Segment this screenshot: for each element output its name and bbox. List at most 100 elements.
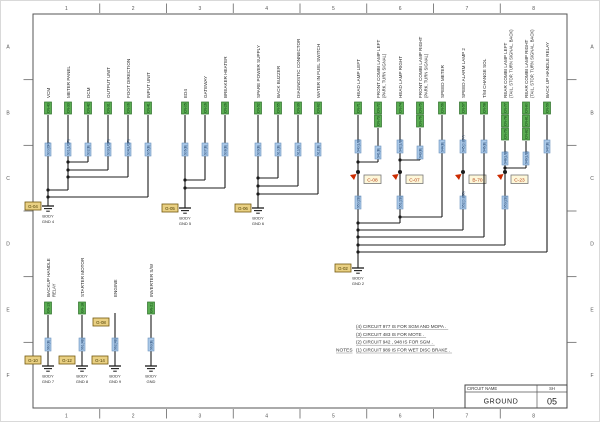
- connector-box: [294, 101, 302, 115]
- grid-row-letter: B: [6, 110, 10, 116]
- circuit-label: SPARE POWER SUPPLY: [256, 45, 261, 98]
- circuit-label: HEAD LAMP LEFT: [356, 59, 361, 98]
- wire-number: 943(B): [418, 148, 422, 158]
- inline-connector-box: [510, 174, 529, 184]
- junction-dot: [66, 175, 70, 179]
- grid-row-letter: C: [590, 176, 594, 182]
- circuit-label: BREAKER HEATER: [223, 56, 228, 98]
- wire-number-box: [354, 139, 362, 154]
- connector-code: CN-56: [440, 103, 444, 113]
- circuit-label: INVERTER S/W: [149, 263, 154, 297]
- connector-code: CN-77: [503, 103, 507, 113]
- connector-arrow-icon: [497, 174, 504, 180]
- circuit-label: WATER IN FUEL SWITCH: [316, 44, 321, 98]
- circuit-label-2: (TAIL, STOP, TURN SIGNAL, BACK): [530, 29, 535, 98]
- ground-id-box: [92, 317, 110, 327]
- wire-number-box: [314, 142, 322, 157]
- wire-number-box: [84, 142, 92, 157]
- connector-code: CN-39: [296, 103, 300, 113]
- connector-code: CN-06: [126, 103, 130, 113]
- circuit-label: BACKUP HANDLE: [46, 258, 51, 297]
- connector-code: CN-33: [66, 103, 70, 113]
- connector-box: [144, 101, 152, 115]
- wire-number: 905(B): [146, 145, 150, 155]
- ground-id-text: G-10: [28, 358, 38, 363]
- connector-code: CN-78: [503, 116, 507, 126]
- ground-label: GND: [147, 379, 156, 384]
- ground-label: BODY: [109, 374, 121, 379]
- grid-column-number: 2: [132, 414, 135, 420]
- connector-code: CN-43: [46, 103, 50, 113]
- wire-number: 949(L/B): [524, 151, 528, 164]
- wire-number-box: [78, 337, 86, 352]
- ground-id-box: [161, 203, 179, 213]
- circuit-label: FOOT DIRECTION: [126, 59, 131, 98]
- circuit-label: REAR COMBI LAMP RIGHT: [524, 39, 529, 98]
- note-line: (2) CIRCUIT 942 , 948 IS FOR SGM .: [356, 340, 433, 345]
- junction-dot: [183, 186, 187, 190]
- wire-number: 903(L/OR): [106, 139, 110, 155]
- wire-number: 961(4B): [80, 338, 84, 350]
- ground-id-box: [334, 263, 352, 273]
- grid-column-number: 4: [265, 6, 268, 12]
- connector-code: CN-62: [316, 103, 320, 113]
- ground-id-box: [24, 201, 42, 211]
- connector-box: [374, 101, 382, 115]
- ground-id-text: G-04: [28, 204, 38, 209]
- wire-number: 946(B): [482, 142, 486, 152]
- wire-number: 942(L/B): [398, 139, 402, 152]
- wire-number-box: [44, 337, 52, 352]
- ground-label: GND 6: [252, 221, 265, 226]
- connector-box: [44, 101, 52, 115]
- wire-number-box: [396, 139, 404, 154]
- junction-dot: [256, 184, 260, 188]
- ground-id-text: G-05: [165, 206, 175, 211]
- wire-number: 940(L/B): [356, 139, 360, 152]
- wire-number: 950(2B): [356, 196, 360, 208]
- ground-label: BODY: [42, 214, 54, 219]
- connector-box: [354, 101, 362, 115]
- ground-label: GND 4: [42, 219, 55, 224]
- wire-number-box: [480, 139, 488, 154]
- ground-label: BODY: [145, 374, 157, 379]
- grid-column-number: 8: [532, 6, 535, 12]
- ground-label: BODY: [76, 374, 88, 379]
- connector-box: [416, 101, 424, 115]
- circuit-label-2: (TAIL, STOP, TURN SIGNAL, BACK): [509, 29, 514, 98]
- connector-box: [314, 101, 322, 115]
- connector-code: CN-26: [223, 103, 227, 113]
- connector-code: CN-31: [106, 103, 110, 113]
- wire-number-box: [201, 142, 209, 157]
- circuit-label: SPEED ALARM LAMP 2: [461, 48, 466, 98]
- inline-connector-id: C-07: [409, 177, 420, 183]
- ground-label: GND 8: [76, 379, 89, 384]
- junction-dot: [398, 215, 402, 219]
- circuit-name: GROUND: [484, 399, 519, 406]
- wire-number: 909(B): [256, 145, 260, 155]
- wire-number-box: [543, 139, 551, 154]
- connector-box: [221, 101, 229, 115]
- wire-number-box: [374, 145, 382, 160]
- wire-number: 912(B): [316, 145, 320, 155]
- junction-dot: [356, 221, 360, 225]
- sheet-label: SH: [549, 386, 555, 391]
- connector-box: [522, 101, 530, 115]
- wire-number-box: [501, 195, 509, 210]
- circuit-label: DIAGNOSTIC CONNECTOR: [296, 38, 301, 98]
- circuit-label: BACK UP HANDLE RELAY: [545, 42, 550, 98]
- circuit-label: REAR COMBI LAMP LEFT: [503, 42, 508, 98]
- connector-box: [44, 301, 52, 315]
- grid-row-letter: E: [590, 307, 594, 313]
- circuit-label: FRONT COMBI LAMP RIGHT: [418, 36, 423, 98]
- connector-box: [84, 101, 92, 115]
- connector-box: [501, 101, 509, 115]
- inline-connector-id: C-08: [367, 177, 378, 183]
- ground-label: GND 7: [42, 379, 55, 384]
- circuit-label: DCM: [86, 87, 91, 98]
- note-line: (1) CIRCUIT 989 IS FOR WET DISC BRAKE .: [356, 347, 450, 352]
- connector-box: [501, 114, 509, 128]
- junction-dot: [356, 228, 360, 232]
- connector-code: CN-82: [524, 129, 528, 139]
- connector-code: CN-42: [86, 103, 90, 113]
- junction-dot: [46, 188, 50, 192]
